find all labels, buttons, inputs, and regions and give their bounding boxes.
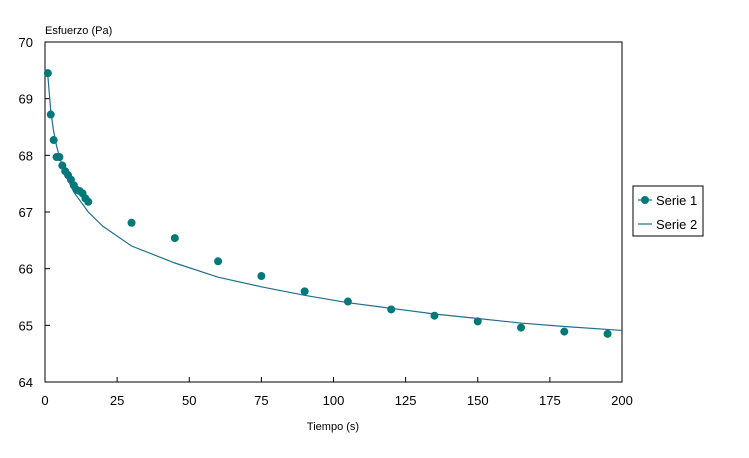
x-tick-label: 125	[395, 393, 417, 408]
series-1-point	[214, 257, 223, 266]
series-1-point	[257, 272, 266, 281]
series-1-point	[473, 317, 482, 326]
series-1-point	[300, 287, 309, 296]
series-1-point	[603, 329, 612, 338]
x-tick-label: 75	[254, 393, 268, 408]
y-tick-label: 68	[19, 148, 33, 163]
x-tick-label: 175	[539, 393, 561, 408]
x-tick-label: 150	[467, 393, 489, 408]
x-axis-title: Tiempo (s)	[307, 421, 359, 433]
y-axis: 64 65 66 67 68 69 70	[19, 35, 50, 390]
x-tick-label: 0	[41, 393, 48, 408]
x-tick-label: 100	[323, 393, 345, 408]
legend-label: Serie 1	[656, 193, 697, 208]
y-tick-label: 64	[19, 375, 33, 390]
y-tick-label: 70	[19, 35, 33, 50]
legend-label: Serie 2	[656, 217, 697, 232]
y-tick-label: 66	[19, 262, 33, 277]
series-1-point	[517, 323, 526, 332]
x-tick-label: 50	[182, 393, 196, 408]
y-tick-label: 69	[19, 92, 33, 107]
series-1-point	[127, 218, 136, 227]
series-1-point	[84, 197, 93, 206]
series-1-point	[387, 305, 396, 314]
legend-swatch-serie-1	[641, 196, 649, 204]
series-1-point	[343, 297, 352, 306]
series-1-point	[170, 234, 179, 243]
y-axis-title: Esfuerzo (Pa)	[45, 25, 112, 37]
x-axis: 0 25 50 75 100 125 150 175 200	[41, 377, 633, 408]
x-tick-label: 25	[110, 393, 124, 408]
y-tick-label: 67	[19, 205, 33, 220]
legend: Serie 1 Serie 2	[632, 185, 704, 237]
y-tick-label: 65	[19, 318, 33, 333]
series-2-line	[47, 75, 623, 332]
plot-area	[44, 41, 623, 383]
series-1-point	[560, 327, 569, 336]
series-1-point	[43, 69, 52, 78]
series-layer	[43, 69, 623, 338]
legend-box	[632, 185, 704, 237]
x-tick-label: 200	[611, 393, 633, 408]
series-1-point	[430, 311, 439, 320]
